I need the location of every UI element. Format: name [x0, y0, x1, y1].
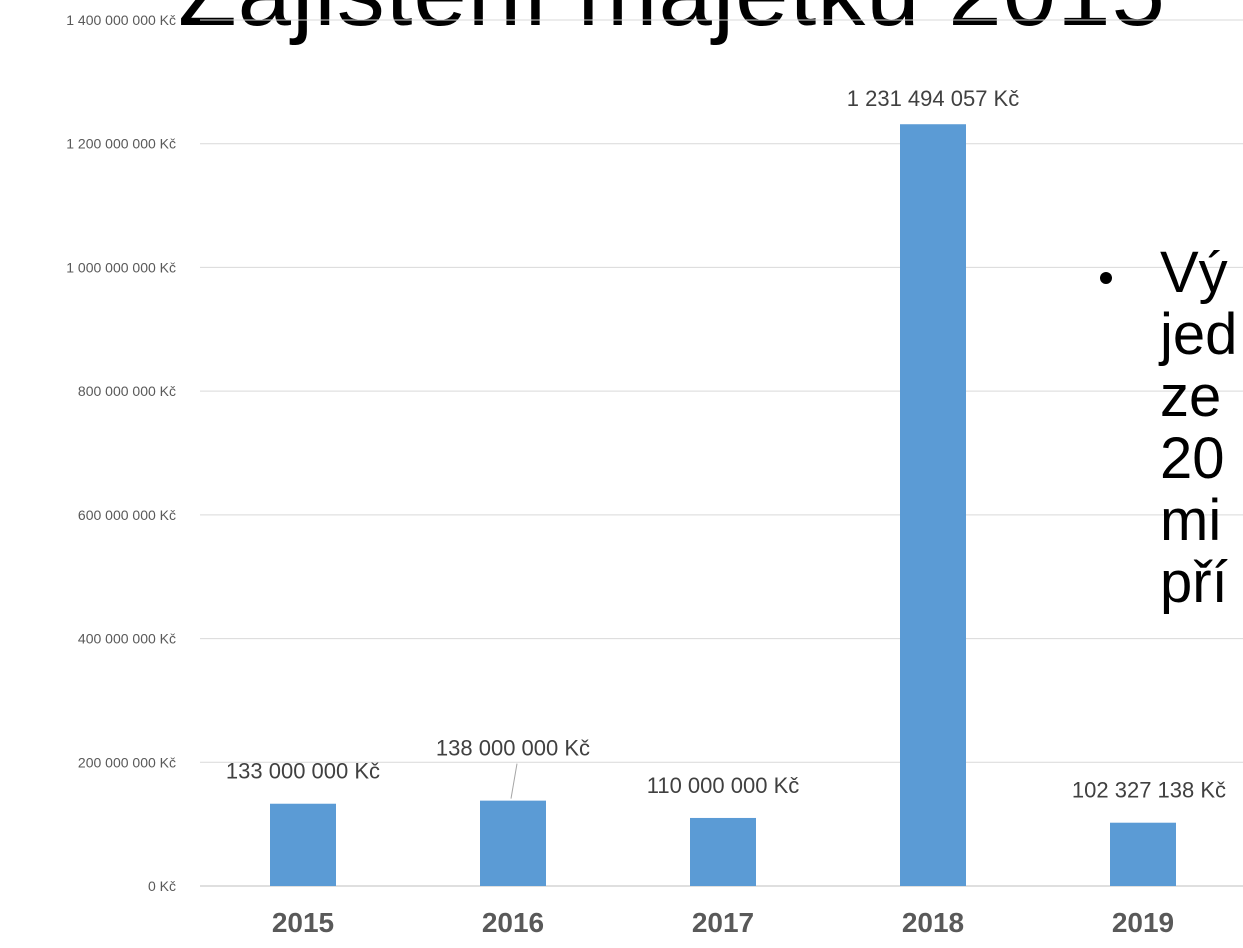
- data-labels: 133 000 000 Kč 138 000 000 Kč 110 000 000 …: [226, 86, 1226, 802]
- x-axis-tick-labels: 2015 2016 2017 2018 2019: [272, 907, 1174, 938]
- y-tick-label: 800 000 000 Kč: [78, 383, 176, 399]
- bar-2019: [1110, 822, 1176, 886]
- bullet-line: 20: [1160, 426, 1225, 491]
- y-tick-label: 1 200 000 000 Kč: [66, 136, 176, 152]
- bullet-text-box: Vý jed ze 20 mi pří: [1100, 250, 1243, 730]
- data-label: 1 231 494 057 Kč: [847, 86, 1019, 111]
- bullet-line: jed: [1160, 302, 1238, 367]
- data-label-leader-line: [510, 763, 518, 799]
- data-label: 110 000 000 Kč: [647, 773, 800, 798]
- data-label: 102 327 138 Kč: [1072, 778, 1226, 803]
- data-label: 133 000 000 Kč: [226, 759, 380, 784]
- bullet-icon: [1100, 272, 1112, 284]
- bar-2015: [270, 803, 336, 886]
- y-tick-label: 200 000 000 Kč: [78, 754, 176, 770]
- x-tick-label: 2019: [1112, 907, 1174, 938]
- y-tick-label: 1 000 000 000 Kč: [66, 259, 176, 275]
- x-tick-label: 2016: [482, 907, 544, 938]
- bullet-line: pří: [1160, 550, 1228, 615]
- bullet-text: Vý jed ze 20 mi pří: [1160, 250, 1237, 614]
- y-tick-label: 600 000 000 Kč: [78, 507, 176, 523]
- y-axis-tick-labels: 0 Kč 200 000 000 Kč 400 000 000 Kč 600 000 …: [66, 12, 176, 894]
- x-tick-label: 2018: [902, 907, 964, 938]
- bullet-line: mi: [1160, 488, 1222, 553]
- x-tick-label: 2017: [692, 907, 754, 938]
- gridlines: [200, 19, 1243, 887]
- bar-2016: [480, 800, 546, 886]
- y-tick-label: 0 Kč: [148, 878, 176, 894]
- y-tick-label: 400 000 000 Kč: [78, 631, 176, 647]
- bar-2017: [690, 817, 756, 886]
- bar-2018: [900, 124, 966, 886]
- bars: [270, 124, 1176, 886]
- slide-title: Zajištění majetku 2015: [178, 0, 1166, 48]
- x-tick-label: 2015: [272, 907, 334, 938]
- y-tick-label: 1 400 000 000 Kč: [66, 12, 176, 28]
- bullet-line: Vý: [1160, 250, 1228, 305]
- bullet-line: ze: [1160, 364, 1222, 429]
- data-label: 138 000 000 Kč: [436, 736, 590, 761]
